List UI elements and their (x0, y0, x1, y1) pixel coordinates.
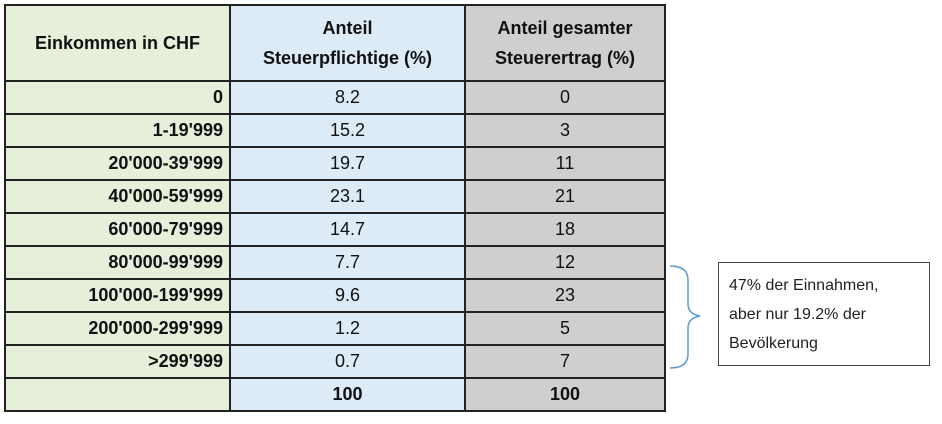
table-cell: 11 (464, 146, 666, 181)
header-row: Einkommen in CHF Anteil Steuerpflichtige … (4, 4, 666, 82)
brace (669, 265, 701, 369)
header-text: Einkommen in CHF (34, 33, 200, 53)
total-cell: 100 (229, 377, 466, 412)
total-row: 100 100 (4, 377, 666, 412)
table-row: 200'000-299'999 1.2 5 (4, 311, 666, 346)
table-cell: >299'999 (4, 344, 231, 379)
table-row: 0 8.2 0 (4, 80, 666, 115)
table-cell: 1-19'999 (4, 113, 231, 148)
table-cell: 5 (464, 311, 666, 346)
annotation-line: 47% der Einnahmen, (729, 277, 879, 294)
table-cell: 7 (464, 344, 666, 379)
annotation-line: Bevölkerung (729, 335, 818, 352)
brace-path (669, 265, 701, 369)
table-cell: 0.7 (229, 344, 466, 379)
table-cell: 15.2 (229, 113, 466, 148)
table-cell: 40'000-59'999 (4, 179, 231, 214)
table-cell: 200'000-299'999 (4, 311, 231, 346)
table-cell: 23.1 (229, 179, 466, 214)
table-cell: 7.7 (229, 245, 466, 280)
table-cell (4, 377, 231, 412)
header-cell: Anteil Steuerpflichtige (%) (229, 4, 466, 82)
tax-table: Einkommen in CHF Anteil Steuerpflichtige … (4, 4, 666, 412)
header-text: Steuerpflichtige (%) (262, 48, 432, 68)
table-cell: 8.2 (229, 80, 466, 115)
table-cell: 100'000-199'999 (4, 278, 231, 313)
annotation: 47% der Einnahmen, aber nur 19.2% der Be… (718, 262, 930, 366)
header-cell: Anteil gesamter Steuerertrag (%) (464, 4, 666, 82)
table-row: 80'000-99'999 7.7 12 (4, 245, 666, 280)
table-cell: 14.7 (229, 212, 466, 247)
total-cell: 100 (464, 377, 666, 412)
header-text: Steuerertrag (%) (494, 48, 636, 68)
table-cell: 18 (464, 212, 666, 247)
table-cell: 21 (464, 179, 666, 214)
table-cell: 1.2 (229, 311, 466, 346)
annotation-line: aber nur 19.2% der (729, 306, 866, 323)
table-row: 1-19'999 15.2 3 (4, 113, 666, 148)
table-cell: 80'000-99'999 (4, 245, 231, 280)
table-cell: 3 (464, 113, 666, 148)
table-cell: 23 (464, 278, 666, 313)
table-cell: 19.7 (229, 146, 466, 181)
table-cell: 60'000-79'999 (4, 212, 231, 247)
table-cell: 9.6 (229, 278, 466, 313)
header-text: Anteil gesamter (497, 18, 633, 38)
table-cell: 20'000-39'999 (4, 146, 231, 181)
header-cell: Einkommen in CHF (4, 4, 231, 82)
table-cell: 12 (464, 245, 666, 280)
table-row: 60'000-79'999 14.7 18 (4, 212, 666, 247)
table-row: 100'000-199'999 9.6 23 (4, 278, 666, 313)
table-cell: 0 (464, 80, 666, 115)
table-row: 20'000-39'999 19.7 11 (4, 146, 666, 181)
table-row: >299'999 0.7 7 (4, 344, 666, 379)
table-cell: 0 (4, 80, 231, 115)
table-row: 40'000-59'999 23.1 21 (4, 179, 666, 214)
header-text: Anteil (322, 18, 373, 38)
